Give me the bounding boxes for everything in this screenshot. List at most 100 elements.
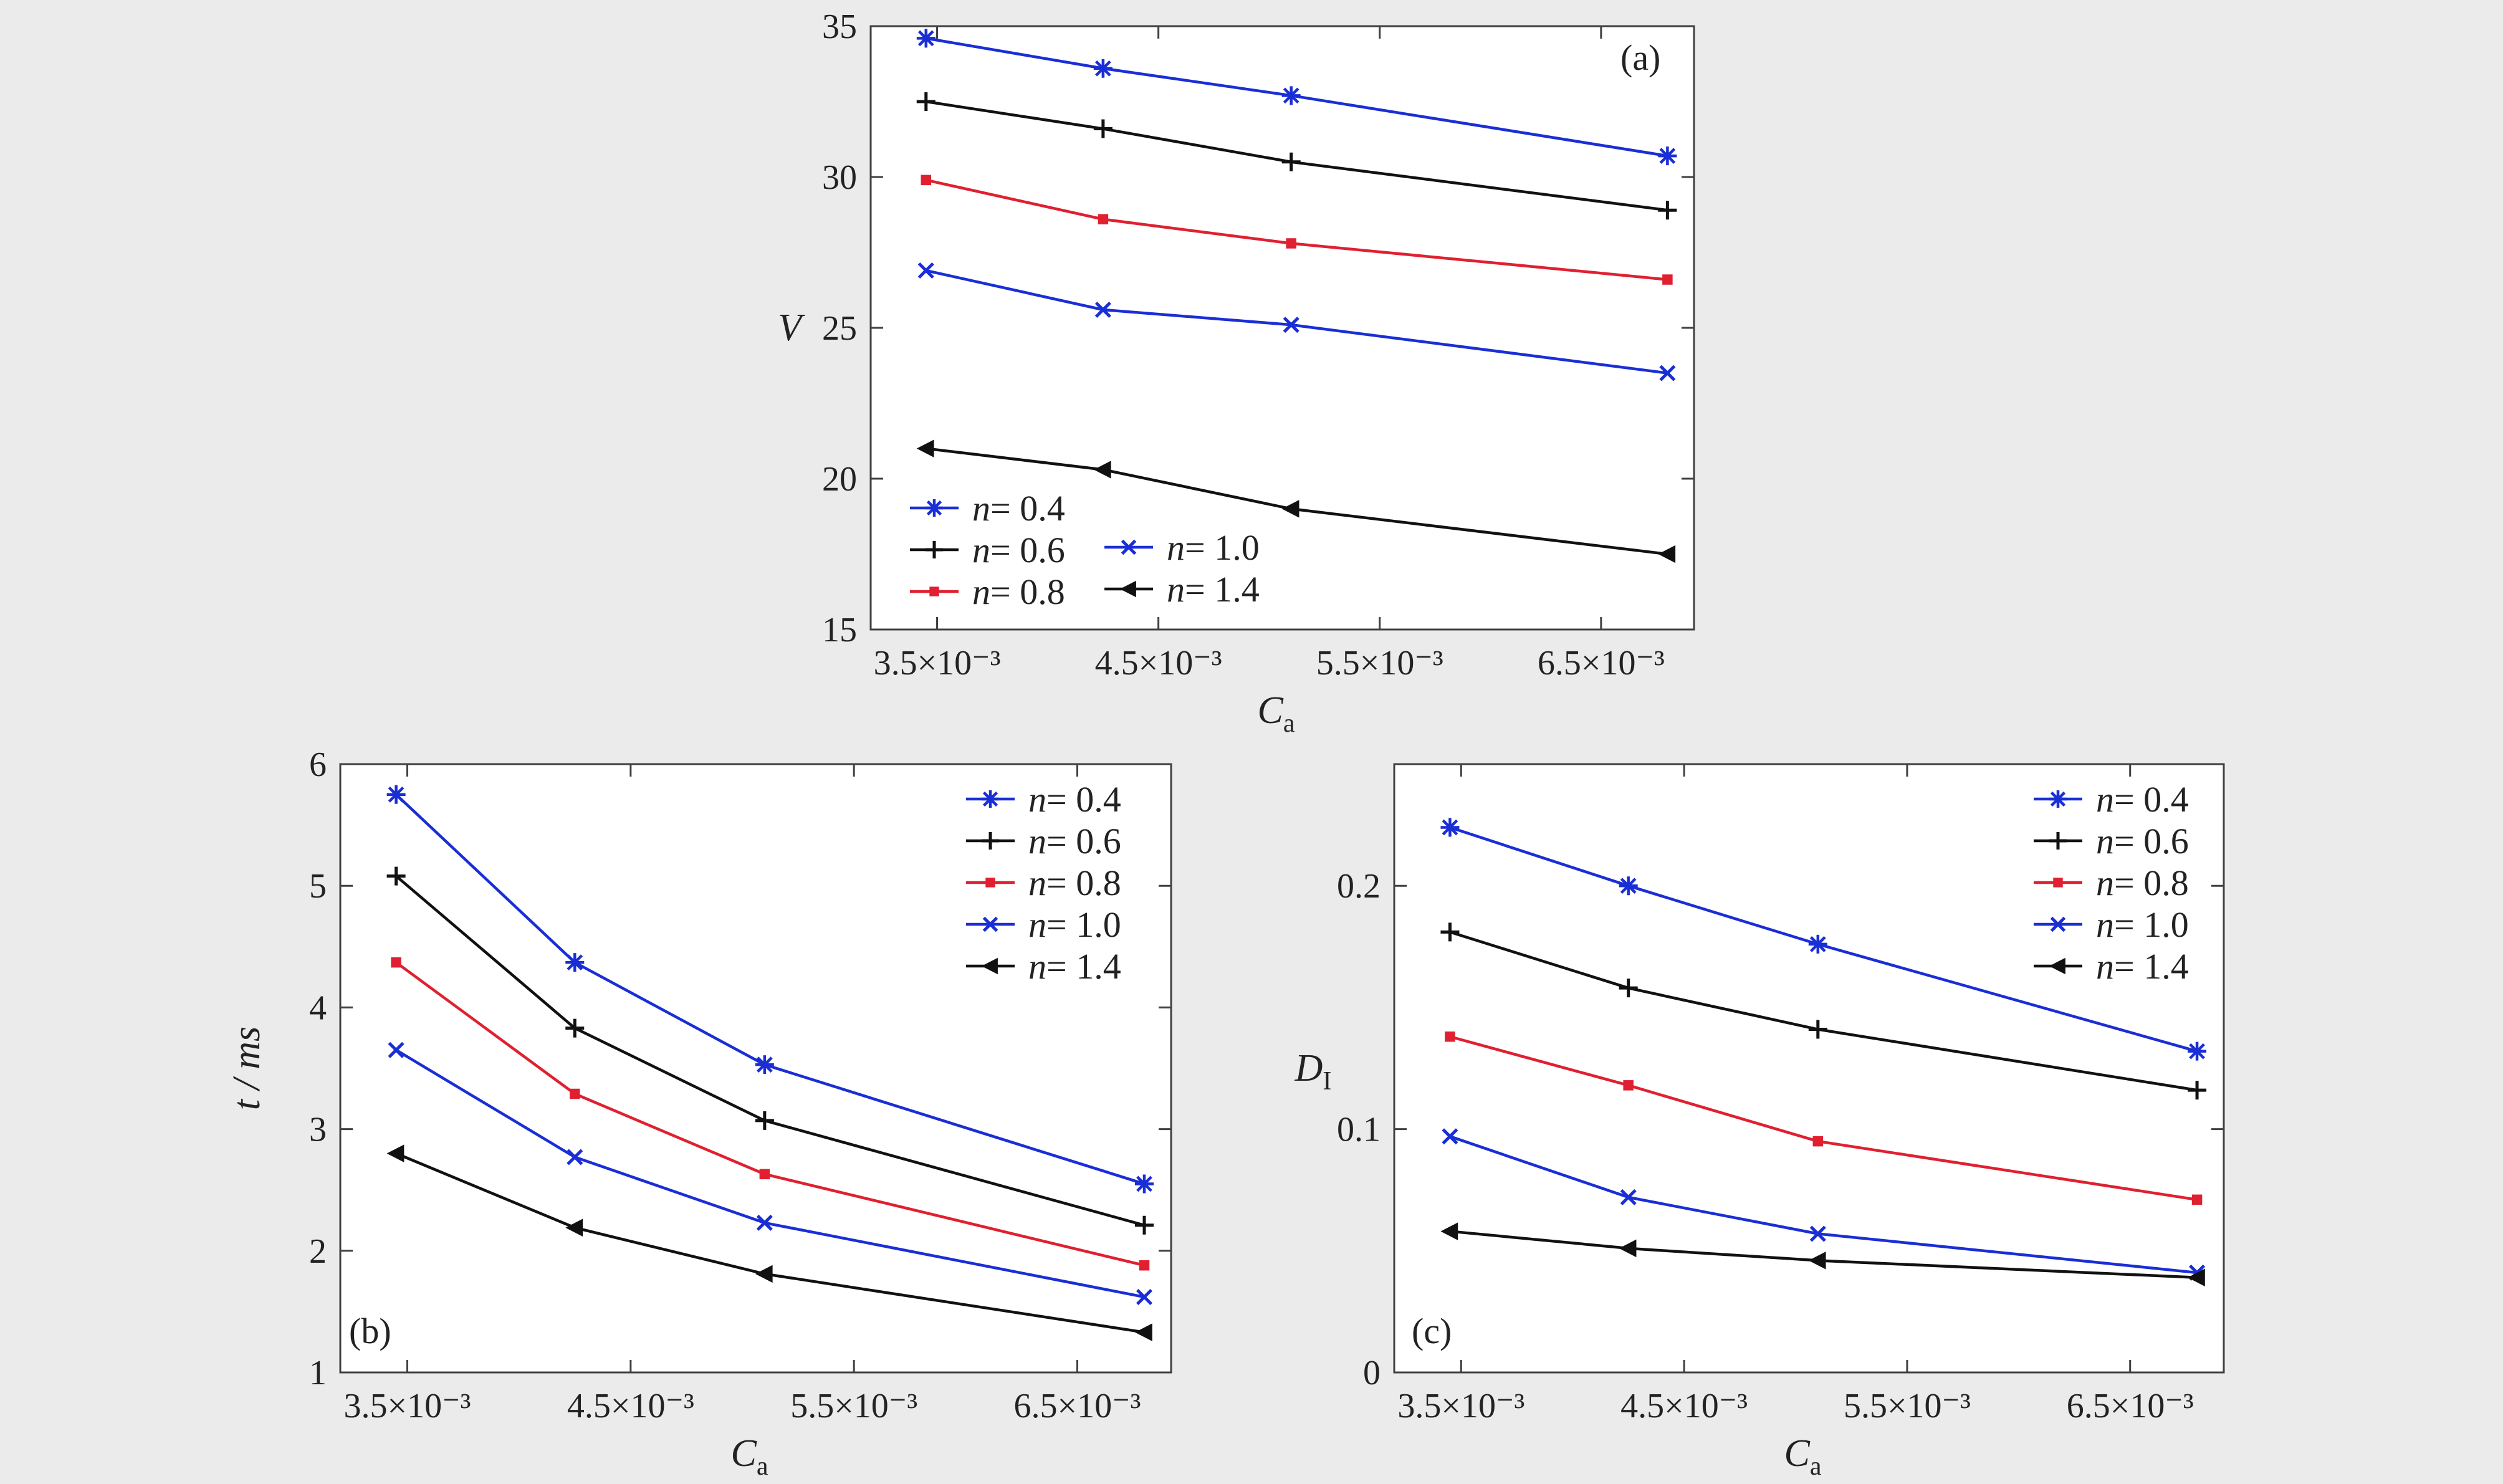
series-0.6 (386, 866, 1154, 1235)
legend-item: n= 0.4 (966, 779, 1121, 820)
series-line (926, 269, 1668, 375)
legend-var: n (972, 530, 990, 570)
marker-triangle-left (1093, 461, 1111, 479)
series-line (395, 961, 1145, 1267)
legend-value: = 1.0 (1185, 527, 1260, 568)
series-1.0 (388, 1041, 1153, 1305)
x-tick-label: 6.5×10⁻³ (2067, 1387, 2194, 1425)
marker-asterisk (565, 953, 585, 972)
series-1.4 (1440, 1222, 2205, 1286)
legend-item: n= 1.0 (2034, 904, 2189, 945)
marker-triangle-left (755, 1265, 773, 1283)
legend-label: n= 1.4 (1167, 569, 1260, 610)
marker-x (1121, 539, 1137, 555)
marker-x (567, 1149, 583, 1166)
marker-triangle-left (1120, 580, 1136, 598)
plot-area (869, 25, 1695, 631)
y-tick-label: 4 (309, 989, 327, 1027)
x-tick-label: 6.5×10⁻³ (1014, 1387, 1141, 1425)
y-tick-label: 0.2 (1337, 867, 1381, 906)
y-axis-label: DI (1295, 1047, 1332, 1096)
series-0.6 (1440, 922, 2207, 1100)
legend-item: n= 0.4 (910, 488, 1065, 529)
legend-label: n= 1.0 (1028, 904, 1121, 945)
legend-var: n (1028, 779, 1046, 820)
marker-asterisk (1658, 146, 1677, 166)
marker-triangle-left (565, 1218, 583, 1237)
y-tick-label: 0 (1363, 1354, 1381, 1392)
marker-square (1139, 1260, 1150, 1271)
marker-plus (982, 832, 999, 850)
marker-plus (565, 1018, 585, 1038)
legend-label: n= 1.4 (2096, 946, 2189, 987)
legend-label: n= 0.4 (1028, 779, 1121, 820)
marker-triangle-left (916, 439, 934, 457)
y-axis-label-subscript: I (1323, 1067, 1331, 1096)
x-axis-label: Ca (1257, 689, 1295, 738)
legend-value: = 0.4 (1046, 779, 1121, 820)
series-line (395, 874, 1145, 1227)
marker-plus (1808, 1020, 1827, 1039)
legend-item: n= 1.0 (966, 904, 1121, 945)
marker-x (2050, 916, 2066, 932)
legend-label: n= 1.0 (1167, 527, 1260, 568)
y-tick-label: 25 (822, 309, 857, 348)
legend-value: = 1.4 (1046, 946, 1121, 987)
legend-item: n= 0.4 (2034, 779, 2189, 820)
x-tick-label: 5.5×10⁻³ (790, 1387, 917, 1425)
marker-square (1662, 274, 1673, 285)
legend-value: = 0.6 (1046, 821, 1121, 861)
marker-square (985, 878, 995, 888)
marker-square (921, 175, 932, 186)
marker-plus (926, 541, 943, 558)
y-tick-label: 15 (822, 611, 857, 649)
marker-x (756, 1214, 773, 1231)
x-axis-label-subscript: a (1283, 709, 1295, 738)
y-tick-label: 1 (309, 1354, 327, 1392)
legend: n= 0.4n= 0.6n= 0.8n= 1.0n= 1.4 (910, 488, 1260, 612)
legend-value: = 0.4 (2114, 779, 2189, 820)
legend-var: n (1028, 904, 1046, 945)
y-tick-label: 3 (309, 1111, 327, 1149)
legend-label: n= 0.6 (972, 530, 1065, 570)
marker-triangle-left (386, 1144, 404, 1162)
x-axis-label-subscript: a (1810, 1452, 1822, 1481)
marker-plus (1135, 1215, 1154, 1235)
marker-plus (1658, 201, 1677, 220)
marker-x (388, 1041, 404, 1058)
marker-square (1623, 1080, 1634, 1091)
marker-plus (1619, 979, 1638, 998)
marker-asterisk (982, 790, 999, 808)
y-tick-label: 20 (822, 460, 857, 499)
legend-label: n= 0.4 (972, 488, 1065, 529)
marker-plus (2188, 1081, 2207, 1100)
marker-plus (916, 92, 936, 111)
legend-var: n (1028, 821, 1046, 861)
series-line (926, 100, 1668, 212)
legend-label: n= 0.4 (2096, 779, 2189, 820)
series-0.4 (1440, 818, 2207, 1061)
marker-asterisk (1808, 934, 1827, 954)
series-0.4 (386, 785, 1154, 1194)
marker-square (2053, 878, 2063, 888)
marker-x (1659, 365, 1676, 381)
legend-var: n (1167, 527, 1185, 568)
legend-label: n= 0.8 (1028, 863, 1121, 903)
series-line (1449, 1135, 2198, 1275)
legend-var: n (972, 572, 990, 612)
series-0.8 (391, 957, 1150, 1271)
marker-plus (1093, 119, 1113, 138)
marker-plus (755, 1111, 774, 1130)
marker-triangle-left (1658, 545, 1676, 563)
y-axis-label: V (778, 307, 805, 349)
legend-value: = 0.6 (2114, 821, 2189, 861)
legend-value: = 1.0 (1046, 904, 1121, 945)
series-0.8 (921, 175, 1673, 285)
legend-var: n (1028, 863, 1046, 903)
legend-item: n= 0.8 (2034, 863, 2189, 903)
x-tick-label: 3.5×10⁻³ (344, 1387, 471, 1425)
marker-x (1136, 1288, 1153, 1305)
legend: n= 0.4n= 0.6n= 0.8n= 1.0n= 1.4 (966, 779, 1121, 987)
marker-asterisk (2188, 1041, 2207, 1061)
